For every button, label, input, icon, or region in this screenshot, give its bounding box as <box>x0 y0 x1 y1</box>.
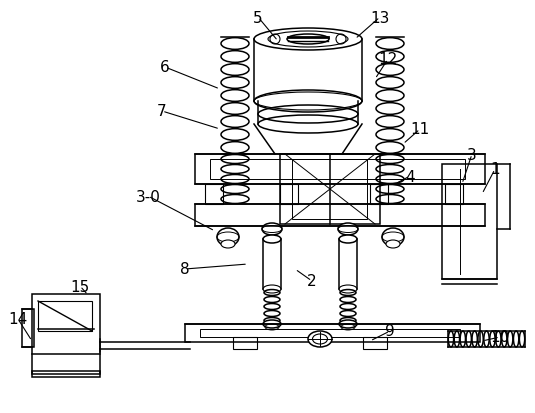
Ellipse shape <box>217 228 239 247</box>
Ellipse shape <box>308 331 332 347</box>
Text: 13: 13 <box>370 10 389 26</box>
Ellipse shape <box>339 320 357 328</box>
Ellipse shape <box>382 228 404 247</box>
Ellipse shape <box>386 240 400 248</box>
Ellipse shape <box>262 223 282 235</box>
Text: 10: 10 <box>491 330 510 345</box>
Text: 12: 12 <box>378 52 398 67</box>
Bar <box>195 204 485 226</box>
Bar <box>363 337 387 349</box>
Text: 1: 1 <box>490 162 500 177</box>
Bar <box>185 324 480 342</box>
Text: 11: 11 <box>410 122 430 137</box>
Bar <box>292 159 367 219</box>
Ellipse shape <box>339 235 357 243</box>
Bar <box>38 301 92 331</box>
Text: 4: 4 <box>405 169 415 184</box>
Text: 3: 3 <box>467 147 477 162</box>
Bar <box>233 337 257 349</box>
Bar <box>22 309 34 347</box>
Bar <box>195 154 485 185</box>
Text: 14: 14 <box>9 312 28 327</box>
Text: 6: 6 <box>160 60 170 75</box>
Text: 5: 5 <box>253 10 263 26</box>
Text: 9: 9 <box>385 324 395 339</box>
Ellipse shape <box>221 240 235 248</box>
Ellipse shape <box>338 223 358 235</box>
Text: 7: 7 <box>157 104 167 119</box>
Bar <box>32 371 100 377</box>
Bar <box>200 329 460 337</box>
Bar <box>442 165 497 279</box>
Text: 2: 2 <box>307 274 317 289</box>
Bar <box>210 159 465 180</box>
Bar <box>205 185 223 204</box>
Ellipse shape <box>263 235 281 243</box>
Text: 8: 8 <box>180 262 190 277</box>
Ellipse shape <box>263 320 281 328</box>
Bar <box>280 154 380 224</box>
Bar <box>370 185 388 204</box>
Text: 3-0: 3-0 <box>135 189 160 204</box>
Bar <box>32 294 100 374</box>
Bar <box>280 185 298 204</box>
Text: 15: 15 <box>71 279 90 294</box>
Bar <box>445 185 463 204</box>
